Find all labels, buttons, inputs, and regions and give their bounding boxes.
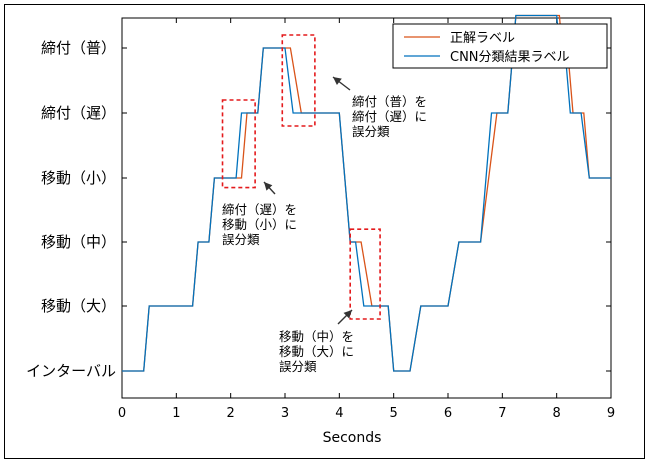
y-tick-label: 移動（小） [41,169,116,187]
x-tick-label: 0 [118,406,126,421]
legend-label-0: 正解ラベル [450,31,515,46]
x-tick-label: 6 [444,406,452,421]
highlight-box [349,228,381,320]
annotation-arrow-head [333,77,342,86]
annotation-text: 移動（大）に [279,344,354,359]
x-tick-label: 3 [281,406,289,421]
highlight-box [281,34,316,127]
x-tick-label: 2 [227,406,235,421]
y-tick-label: 移動（大） [41,297,116,315]
annotation-text: 誤分類 [352,124,390,139]
x-tick-label: 9 [607,406,615,421]
series-lines [122,14,611,372]
annotation-text: 移動（中）を [279,329,354,344]
series-line-1 [122,14,611,372]
annotation-text: 移動（小）に [222,217,297,232]
legend-box [392,23,608,69]
annotation-text: 締付（遅）に [352,109,427,124]
y-tick-label: 締付（遅） [41,104,116,122]
x-tick-label: 8 [553,406,561,421]
annotation-arrow-head [264,182,273,191]
legend-label-1: CNN分類結果ラベル [450,50,570,65]
x-tick-label: 4 [335,406,343,421]
highlight-box [221,99,256,189]
plot-area [121,17,612,399]
annotation-text: 締付（遅）を [222,202,297,217]
annotation-text: 締付（普）を [352,94,427,109]
legend: 正解ラベル CNN分類結果ラベル [392,23,608,69]
annotations: 締付（普）を締付（遅）に誤分類締付（遅）を移動（小）に誤分類移動（中）を移動（大… [222,76,427,374]
annotation-text: 誤分類 [279,359,317,374]
x-tick-label: 1 [172,406,180,421]
annotation-text: 誤分類 [222,232,260,247]
highlight-boxes [221,34,381,320]
axis-ticks: 0 1 2 3 4 5 6 7 8 9 インターバル 移動（大） 移動（中） 移動（小） 締付（遅） 締付（普… [26,18,615,421]
x-axis-label: Seconds [323,430,382,446]
y-tick-label: 締付（普） [41,39,116,57]
y-tick-label: インターバル [26,362,116,380]
y-tick-label: 移動（中） [41,233,116,251]
x-tick-label: 7 [498,406,506,421]
x-tick-label: 5 [390,406,398,421]
annotation-arrow-head [343,310,352,319]
figure-frame [4,4,645,459]
